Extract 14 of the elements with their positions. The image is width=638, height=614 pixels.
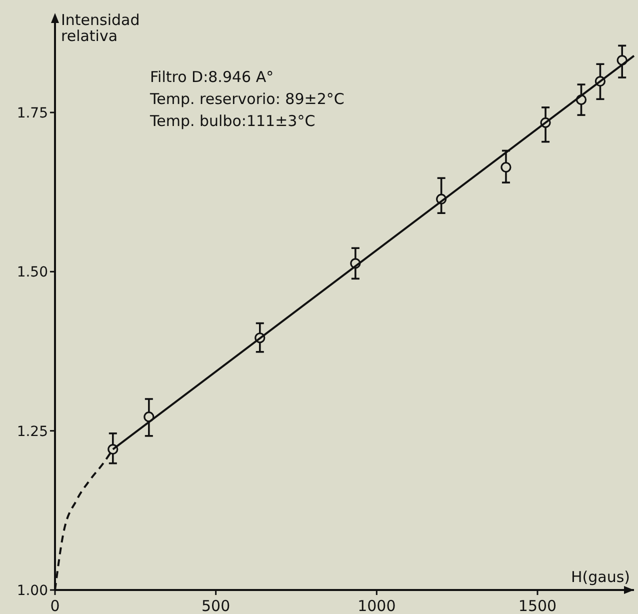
- annotation: Temp. reservorio: 89±2°C: [149, 90, 344, 108]
- y-tick-label: 1.25: [16, 424, 48, 440]
- point: [500, 162, 512, 173]
- y-tick-label: 1.50: [16, 264, 48, 281]
- x-tick-label: 500: [202, 597, 230, 614]
- x-axis-title: H(gaus): [570, 568, 630, 586]
- x-tick-label: 1000: [358, 597, 396, 614]
- y-tick-label: 1.00: [16, 583, 48, 599]
- y-tick-label: 1.75: [16, 106, 48, 122]
- x-tick-label: 1500: [518, 597, 557, 614]
- x-tick-label: 0: [50, 597, 60, 614]
- annotation: Filtro D:8.946 A°: [150, 68, 274, 86]
- y-axis-title: Intensidad relativa: [61, 11, 140, 45]
- annotation: Temp. bulbo:111±3°C: [149, 112, 316, 130]
